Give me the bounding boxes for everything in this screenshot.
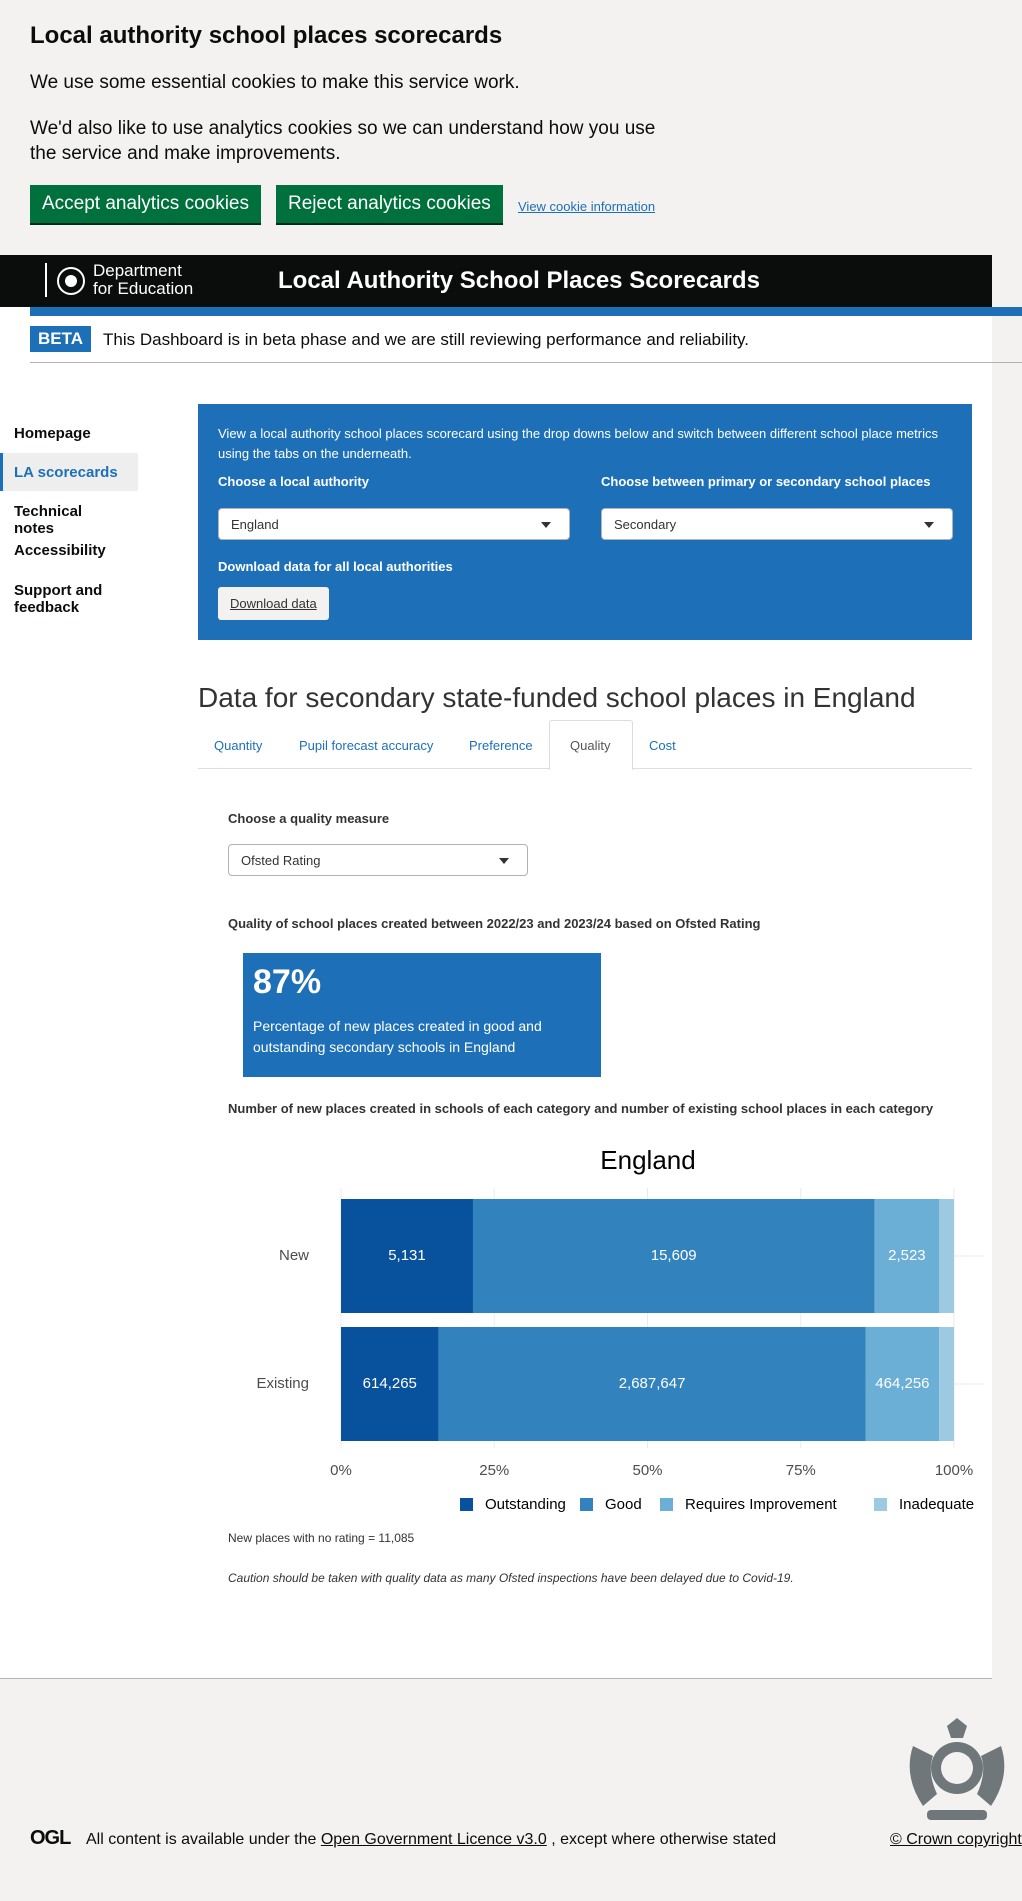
bar-segment	[341, 1327, 439, 1441]
cookie-title: Local authority school places scorecards	[30, 22, 503, 49]
bar-segment	[438, 1327, 866, 1441]
tab[interactable]: Pupil forecast accuracy	[299, 738, 434, 753]
data-label: 2,687,647	[619, 1375, 686, 1392]
legend-label: Requires Improvement	[685, 1496, 838, 1513]
legend-label: Good	[605, 1496, 642, 1513]
royal-crest	[909, 1718, 1005, 1820]
org-line: Department	[93, 261, 182, 280]
legend-label: Outstanding	[485, 1496, 566, 1513]
data-label: 614,265	[363, 1375, 417, 1392]
licence-link[interactable]: Open Government Licence v3.0	[320, 1831, 547, 1848]
org-name: Department for Education	[93, 262, 193, 298]
nav-link[interactable]: Accessibility	[14, 542, 106, 559]
data-label: 464,256	[875, 1375, 929, 1392]
x-tick-label: 75%	[786, 1462, 816, 1479]
tab[interactable]: Quantity	[214, 738, 263, 753]
tab[interactable]: Cost	[649, 738, 676, 753]
legend-swatch	[874, 1498, 887, 1511]
beta-tag: BETA	[30, 326, 92, 352]
bar-segment	[939, 1199, 954, 1313]
section-title: Quality of school places created between…	[228, 916, 761, 931]
reject-button[interactable]: Reject analytics cookies	[276, 185, 503, 223]
accept-button[interactable]: Accept analytics cookies	[30, 185, 261, 223]
beta-rule	[30, 362, 1022, 363]
select-value: England	[231, 517, 279, 532]
header-bar	[0, 255, 992, 307]
bar-segment	[874, 1199, 940, 1313]
y-tick-label: New	[279, 1247, 309, 1264]
cookie-text: We use some essential cookies to make th…	[30, 72, 520, 93]
bar-segment	[865, 1327, 940, 1441]
org-line: for Education	[93, 279, 194, 298]
panel-label: Download data for all local authorities	[218, 559, 453, 574]
kpi-text: Percentage of new places created in good…	[253, 1018, 542, 1055]
measure-label: Choose a quality measure	[228, 811, 390, 826]
copyright-link[interactable]: © Crown copyright	[890, 1831, 1022, 1848]
note: New places with no rating = 11,085	[228, 1531, 415, 1545]
caret	[541, 522, 551, 528]
cookie-link[interactable]: View cookie information	[518, 199, 656, 214]
caution: Caution should be taken with quality dat…	[228, 1571, 794, 1585]
data-label: 5,131	[388, 1247, 426, 1264]
logo-rule	[45, 263, 47, 297]
caret	[924, 522, 934, 528]
legend-swatch	[580, 1498, 593, 1511]
beta-text: This Dashboard is in beta phase and we a…	[103, 330, 750, 349]
chart-title: England	[600, 1145, 695, 1175]
nav-link[interactable]: Technical notes	[14, 503, 83, 537]
header-stripe	[30, 307, 1022, 316]
nav-active-bar	[0, 453, 3, 491]
tab[interactable]: Preference	[469, 738, 533, 753]
active-tab-bg	[549, 720, 633, 770]
panel-intro: View a local authority school places sco…	[218, 426, 938, 461]
chart: England 0% 25% 50% 75% 100% New 5,131 15,609 2,5…	[256, 1145, 984, 1513]
kpi-box: 87% Percentage of new places created in …	[243, 953, 601, 1077]
filter-panel: View a local authority school places sco…	[198, 404, 972, 640]
nav-link[interactable]: LA scorecards	[14, 464, 118, 481]
licence-text: All content is available under the Open …	[86, 1831, 776, 1849]
x-tick-label: 0%	[330, 1462, 352, 1479]
measure-select[interactable]: Ofsted Rating	[228, 844, 528, 876]
bar-segment	[341, 1199, 473, 1313]
select-value: Secondary	[614, 517, 677, 532]
tab[interactable]: Quality	[570, 738, 611, 753]
phase-select[interactable]: Secondary	[601, 508, 953, 540]
panel-label: Choose a local authority	[218, 474, 369, 489]
panel-label: Choose between primary or secondary scho…	[601, 474, 931, 489]
chart-heading: Number of new places created in schools …	[228, 1101, 934, 1116]
bar-segment	[472, 1199, 875, 1313]
la-select[interactable]: England	[218, 508, 570, 540]
kpi-value: 87%	[253, 963, 322, 1001]
licence-prefix: All content is available under the	[86, 1831, 317, 1848]
caret	[499, 858, 509, 864]
nav-link[interactable]: Support and feedback	[14, 582, 103, 616]
crest-icon	[57, 267, 85, 295]
data-label: 2,523	[888, 1247, 926, 1264]
x-tick-label: 25%	[479, 1462, 509, 1479]
header-title: Local Authority School Places Scorecards	[278, 267, 760, 294]
legend-swatch	[660, 1498, 673, 1511]
nav-active-bg	[0, 453, 138, 491]
ogl-logo: OGL	[30, 1827, 71, 1849]
licence-suffix: , except where otherwise stated	[551, 1831, 777, 1848]
x-tick-label: 100%	[935, 1462, 973, 1479]
footer-rule	[0, 1678, 992, 1679]
select-value: Ofsted Rating	[241, 853, 321, 868]
page-heading: Data for secondary state-funded school p…	[198, 682, 916, 713]
bar-segment	[939, 1327, 954, 1441]
x-tick-label: 50%	[632, 1462, 662, 1479]
nav-link[interactable]: Homepage	[14, 425, 91, 442]
download-button[interactable]: Download data	[218, 587, 329, 620]
data-label: 15,609	[651, 1247, 697, 1264]
legend-swatch	[460, 1498, 473, 1511]
cookie-text: We'd also like to use analytics cookies …	[30, 118, 656, 164]
legend-label: Inadequate	[899, 1496, 974, 1513]
y-tick-label: Existing	[256, 1375, 309, 1392]
